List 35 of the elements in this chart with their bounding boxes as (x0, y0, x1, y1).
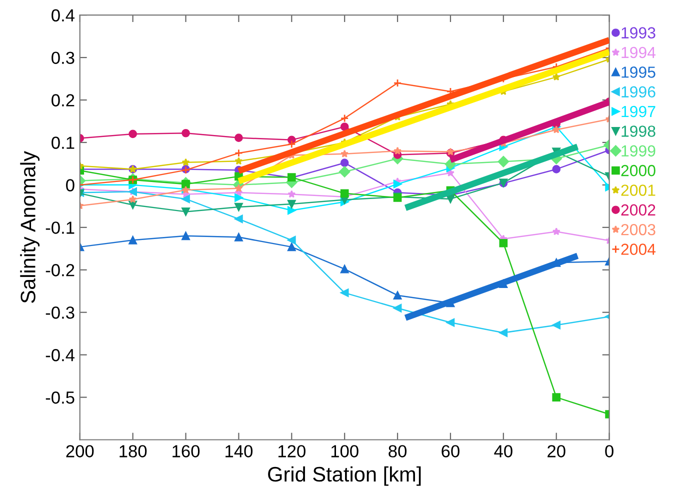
legend-label: 1994 (622, 46, 656, 58)
legend-label: 2002 (621, 204, 656, 216)
y-tick-label: 0.3 (52, 52, 74, 64)
x-tick-label: 60 (442, 445, 460, 458)
legend-label: 1999 (622, 145, 656, 157)
legend-label: 2003 (621, 224, 656, 236)
x-axis-title: Grid Station [km] (268, 466, 421, 486)
x-tick-label: 100 (331, 445, 358, 458)
legend-label: 1993 (622, 27, 656, 38)
x-tick-label: 180 (120, 445, 147, 458)
legend-label: 1996 (622, 86, 656, 98)
x-tick-label: 200 (66, 445, 94, 458)
x-tick-label: 0 (605, 445, 614, 458)
legend-label: 2004 (621, 244, 656, 255)
legend-label: 1995 (622, 66, 656, 78)
x-tick-label: 160 (172, 445, 200, 458)
y-tick-label: 0.4 (52, 9, 75, 22)
x-tick-label: 20 (548, 445, 566, 458)
y-tick-label: 0.2 (52, 94, 74, 106)
y-tick-label: 0 (66, 179, 74, 192)
x-tick-label: 120 (278, 445, 306, 458)
x-tick-label: 40 (494, 445, 512, 458)
x-tick-label: 80 (388, 445, 407, 458)
y-axis-title: Salinity Anomaly (20, 151, 40, 303)
y-tick-label: 0.1 (52, 136, 74, 149)
y-tick-label: -0.2 (46, 264, 74, 276)
y-tick-label: -0.5 (46, 391, 74, 404)
legend-label: 1997 (622, 106, 656, 118)
y-tick-label: -0.4 (46, 348, 75, 362)
legend-label: 2000 (621, 164, 656, 176)
x-tick-label: 140 (226, 445, 253, 458)
y-tick-label: -0.3 (46, 306, 74, 319)
legend-label: 2001 (621, 184, 656, 196)
legend-label: 1998 (622, 126, 656, 137)
y-tick-label: -0.1 (46, 222, 74, 234)
